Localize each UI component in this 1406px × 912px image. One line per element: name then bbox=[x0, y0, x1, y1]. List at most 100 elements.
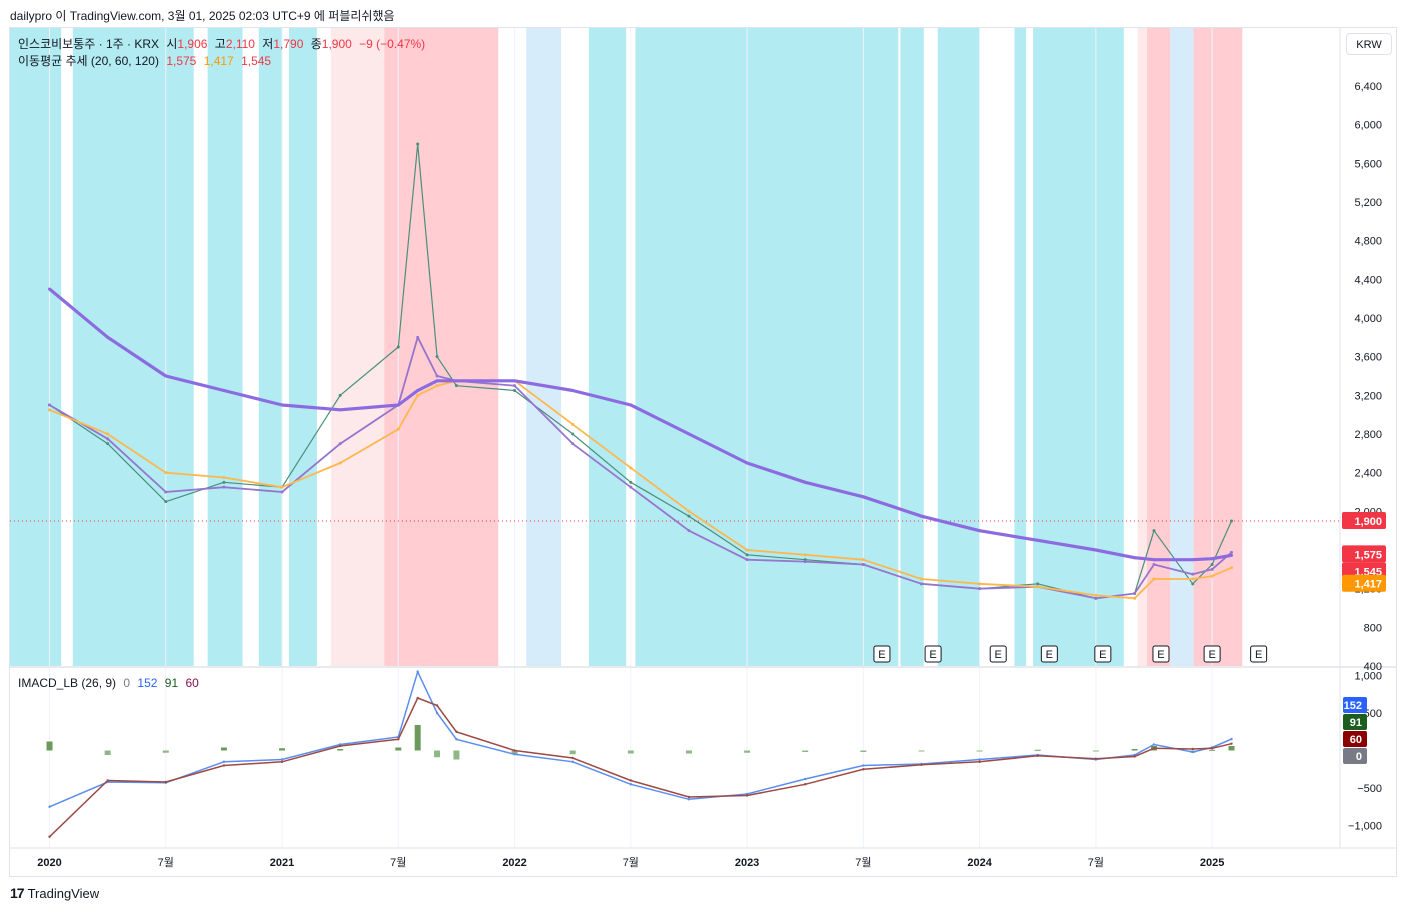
series-point-close bbox=[435, 355, 439, 359]
series-point-20 bbox=[978, 587, 982, 591]
macd-axis-label: 1,000 bbox=[1354, 671, 1382, 683]
trend-band bbox=[937, 28, 980, 666]
trend-band bbox=[330, 28, 385, 666]
macd-signal-line-point bbox=[513, 749, 516, 752]
macd-axis-label: −500 bbox=[1357, 783, 1382, 795]
macd-line-point bbox=[48, 805, 51, 808]
series-point-20 bbox=[416, 335, 420, 339]
series-point-20 bbox=[1210, 567, 1214, 571]
macd-line-point bbox=[435, 711, 439, 715]
macd-line-point bbox=[416, 670, 419, 673]
series-point-20 bbox=[861, 563, 865, 566]
low-value: 1,790 bbox=[273, 37, 304, 51]
macd-v0: 0 bbox=[123, 676, 131, 690]
symbol-label[interactable]: 인스코비보통주 · 1주 · KRX bbox=[18, 37, 159, 51]
close-value: 1,900 bbox=[321, 37, 352, 51]
series-point-60 bbox=[978, 582, 982, 586]
series-point-20 bbox=[280, 490, 284, 494]
series-line-120 bbox=[48, 287, 1232, 562]
series-point-60 bbox=[1094, 593, 1098, 597]
series-point-120 bbox=[454, 379, 458, 383]
macd-signal-line-point bbox=[280, 760, 284, 763]
macd-signal-line-point bbox=[1152, 747, 1156, 750]
macd-histogram-bar bbox=[414, 725, 421, 751]
ma120-value: 1,545 bbox=[241, 54, 272, 68]
macd-tag-label: 91 bbox=[1350, 717, 1362, 729]
earnings-marker bbox=[1094, 645, 1112, 663]
price-axis-label: 5,600 bbox=[1354, 158, 1382, 170]
series-point-60 bbox=[106, 432, 110, 436]
macd-signal-line-point bbox=[687, 795, 691, 799]
trend-band bbox=[72, 28, 194, 666]
macd-signal-line-point bbox=[745, 794, 749, 797]
series-point-20 bbox=[1094, 596, 1098, 600]
macd-signal-line-point bbox=[1133, 755, 1136, 758]
currency-button[interactable]: KRW bbox=[1346, 33, 1392, 55]
macd-line-point bbox=[571, 760, 574, 763]
series-point-close bbox=[687, 514, 691, 518]
series-point-20 bbox=[1229, 550, 1233, 554]
time-axis-label: 2020 bbox=[37, 857, 61, 869]
series-point-20 bbox=[164, 490, 168, 494]
series-point-close bbox=[454, 384, 458, 388]
trend-band bbox=[1137, 28, 1148, 666]
series-point-20 bbox=[1152, 563, 1156, 566]
macd-line-point bbox=[687, 798, 691, 801]
macd-histogram-bar bbox=[279, 748, 286, 751]
series-point-close bbox=[106, 442, 110, 446]
series-point-120 bbox=[338, 408, 342, 412]
ma60-value: 1,417 bbox=[203, 54, 234, 68]
time-axis-label: 7월 bbox=[1088, 856, 1104, 869]
macd-indicator-label[interactable]: IMACD_LB (26, 9) bbox=[18, 676, 117, 690]
price-tag-label: 1,417 bbox=[1354, 579, 1382, 591]
series-point-120 bbox=[687, 432, 691, 436]
macd-v1: 152 bbox=[137, 676, 158, 690]
tradingview-logo-icon: 17 bbox=[10, 885, 25, 901]
series-point-20 bbox=[48, 403, 52, 407]
price-axis-label: 2,800 bbox=[1354, 429, 1382, 441]
time-axis-label: 7월 bbox=[855, 856, 871, 869]
macd-line bbox=[49, 669, 1232, 808]
series-point-120 bbox=[106, 335, 110, 339]
earnings-marker-label: E bbox=[1046, 649, 1053, 661]
series-point-120 bbox=[803, 480, 807, 484]
macd-histogram-bar bbox=[434, 750, 441, 758]
series-point-60 bbox=[803, 553, 807, 557]
series-point-120 bbox=[1036, 538, 1040, 542]
price-tag-box bbox=[1342, 512, 1386, 529]
series-point-120 bbox=[745, 461, 749, 465]
price-axis-label: 4,000 bbox=[1354, 313, 1382, 325]
price-axis-label: 3,600 bbox=[1354, 352, 1382, 364]
low-label: 저 bbox=[262, 37, 274, 51]
time-axis-label: 2023 bbox=[735, 857, 759, 869]
series-point-60 bbox=[48, 408, 52, 412]
price-axis-label: 800 bbox=[1364, 622, 1382, 634]
price-axis-label: 400 bbox=[1364, 661, 1382, 673]
ma-legend: 이동평균 추세 (20, 60, 120) 1,575 1,417 1,545 bbox=[18, 52, 275, 69]
macd-signal-line-point bbox=[1210, 747, 1214, 750]
earnings-marker bbox=[924, 645, 942, 663]
series-point-close bbox=[1191, 582, 1195, 586]
macd-signal-line bbox=[48, 697, 1232, 838]
time-axis-label: 7월 bbox=[623, 856, 639, 869]
macd-line-point bbox=[455, 738, 458, 741]
trend-band bbox=[207, 28, 243, 666]
earnings-marker bbox=[873, 645, 891, 663]
series-point-20 bbox=[513, 384, 517, 388]
earnings-marker bbox=[1152, 645, 1170, 663]
series-point-20 bbox=[571, 442, 575, 446]
time-axis-label: 2024 bbox=[967, 857, 992, 869]
macd-histogram-bar bbox=[976, 750, 983, 752]
macd-histogram-bar bbox=[104, 750, 111, 755]
series-point-120 bbox=[513, 379, 517, 383]
high-value: 2,110 bbox=[225, 37, 255, 51]
brand-footer[interactable]: 17 TradingView bbox=[10, 885, 99, 901]
series-point-close bbox=[1210, 563, 1214, 566]
ma20-value: 1,575 bbox=[166, 54, 197, 68]
macd-histogram-bar bbox=[162, 750, 169, 753]
series-point-close bbox=[629, 480, 633, 484]
publish-caption: dailypro 이 TradingView.com, 3월 01, 2025 … bbox=[10, 9, 395, 23]
ma-indicator-label[interactable]: 이동평균 추세 (20, 60, 120) bbox=[18, 54, 159, 68]
macd-tag-box bbox=[1343, 714, 1367, 730]
